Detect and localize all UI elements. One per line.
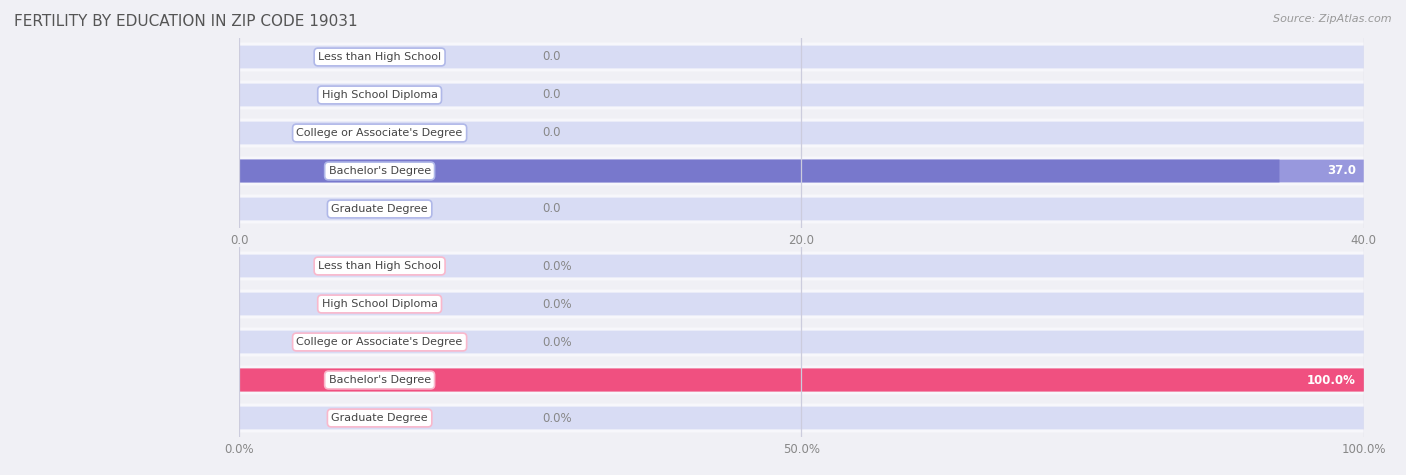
FancyBboxPatch shape: [239, 43, 1364, 71]
Text: 0.0: 0.0: [543, 88, 561, 102]
Text: Bachelor's Degree: Bachelor's Degree: [329, 375, 430, 385]
Text: Bachelor's Degree: Bachelor's Degree: [329, 166, 430, 176]
Text: FERTILITY BY EDUCATION IN ZIP CODE 19031: FERTILITY BY EDUCATION IN ZIP CODE 19031: [14, 14, 357, 29]
FancyBboxPatch shape: [239, 81, 1364, 109]
Text: 0.0: 0.0: [543, 126, 561, 140]
FancyBboxPatch shape: [239, 160, 1364, 182]
Text: Graduate Degree: Graduate Degree: [332, 204, 427, 214]
FancyBboxPatch shape: [239, 160, 1279, 182]
FancyBboxPatch shape: [239, 119, 1364, 147]
Text: College or Associate's Degree: College or Associate's Degree: [297, 128, 463, 138]
Text: 0.0%: 0.0%: [543, 297, 572, 311]
FancyBboxPatch shape: [239, 252, 1364, 280]
Text: College or Associate's Degree: College or Associate's Degree: [297, 337, 463, 347]
Text: High School Diploma: High School Diploma: [322, 90, 437, 100]
FancyBboxPatch shape: [239, 157, 1364, 185]
Text: 37.0: 37.0: [1327, 164, 1355, 178]
Text: 0.0%: 0.0%: [543, 411, 572, 425]
FancyBboxPatch shape: [239, 195, 1364, 223]
FancyBboxPatch shape: [239, 122, 1364, 144]
FancyBboxPatch shape: [239, 290, 1364, 318]
FancyBboxPatch shape: [239, 366, 1364, 394]
FancyBboxPatch shape: [239, 46, 1364, 68]
Text: Source: ZipAtlas.com: Source: ZipAtlas.com: [1274, 14, 1392, 24]
FancyBboxPatch shape: [239, 407, 1364, 429]
Text: Graduate Degree: Graduate Degree: [332, 413, 427, 423]
FancyBboxPatch shape: [239, 331, 1364, 353]
FancyBboxPatch shape: [239, 369, 1364, 391]
Text: 0.0: 0.0: [543, 202, 561, 216]
FancyBboxPatch shape: [239, 255, 1364, 277]
Text: 0.0%: 0.0%: [543, 259, 572, 273]
FancyBboxPatch shape: [239, 328, 1364, 356]
FancyBboxPatch shape: [239, 198, 1364, 220]
Text: 100.0%: 100.0%: [1308, 373, 1355, 387]
FancyBboxPatch shape: [239, 293, 1364, 315]
FancyBboxPatch shape: [239, 404, 1364, 432]
Text: 0.0: 0.0: [543, 50, 561, 64]
Text: Less than High School: Less than High School: [318, 52, 441, 62]
FancyBboxPatch shape: [239, 369, 1364, 391]
Text: 0.0%: 0.0%: [543, 335, 572, 349]
FancyBboxPatch shape: [239, 84, 1364, 106]
Text: Less than High School: Less than High School: [318, 261, 441, 271]
Text: High School Diploma: High School Diploma: [322, 299, 437, 309]
